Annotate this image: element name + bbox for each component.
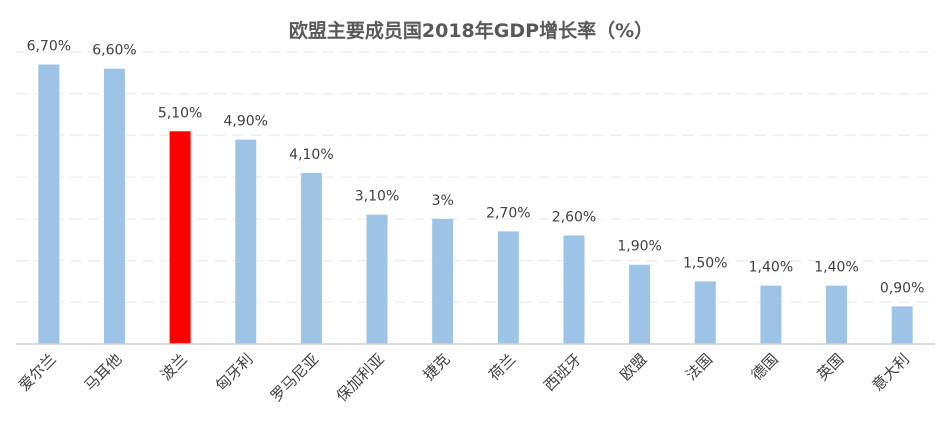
bar [38, 64, 60, 344]
gridlines [16, 51, 935, 303]
bar [694, 281, 716, 344]
data-label: 6,60% [92, 43, 136, 59]
data-label: 1,50% [683, 255, 727, 271]
category-label: 欧盟 [616, 350, 650, 384]
category-label: 意大利 [868, 350, 913, 395]
category-label: 马耳他 [81, 350, 126, 395]
chart-title: 欧盟主要成员国2018年GDP增长率（%） [289, 19, 653, 42]
data-label: 5,10% [158, 105, 202, 121]
data-label: 4,10% [289, 147, 333, 163]
bar [432, 218, 454, 344]
bar [760, 285, 782, 344]
data-label: 1,40% [749, 260, 793, 276]
bar [629, 264, 651, 344]
data-label: 1,40% [814, 260, 858, 276]
data-label: 1,90% [617, 239, 661, 255]
data-label: 3% [432, 193, 454, 209]
data-label: 2,70% [486, 205, 530, 221]
data-label: 3,10% [355, 189, 399, 205]
category-label: 爱尔兰 [15, 350, 60, 395]
category-label: 罗马尼亚 [267, 350, 322, 405]
data-label: 4,90% [224, 114, 268, 130]
data-labels: 6,70% 6,60% 5,10% 4,90% 4,10% 3,10% 3% 2,70% 2,6… [27, 39, 925, 297]
category-label: 西班牙 [540, 350, 585, 395]
category-label: 荷兰 [485, 350, 519, 384]
bar [826, 285, 848, 344]
category-label: 捷克 [420, 350, 454, 384]
category-label: 保加利亚 [333, 350, 388, 405]
bar [169, 131, 191, 344]
category-labels: 爱尔兰 马耳他 波兰 匈牙利 罗马尼亚 保加利亚 捷克 荷兰 西班牙 欧盟 法国 德国 英国 意大利 [15, 350, 913, 405]
bar [563, 235, 585, 344]
data-label: 2,60% [552, 210, 596, 226]
bar [235, 139, 257, 344]
bars [38, 64, 913, 344]
bar [891, 306, 913, 344]
data-label: 6,70% [27, 39, 71, 55]
bar [497, 231, 519, 344]
category-label: 法国 [682, 350, 716, 384]
category-label: 德国 [748, 350, 782, 384]
bar [103, 68, 125, 344]
bar [366, 214, 388, 344]
category-label: 波兰 [157, 350, 191, 384]
category-label: 匈牙利 [212, 350, 257, 395]
category-label: 英国 [813, 350, 847, 384]
bar [300, 172, 322, 344]
data-label: 0,90% [880, 280, 924, 296]
